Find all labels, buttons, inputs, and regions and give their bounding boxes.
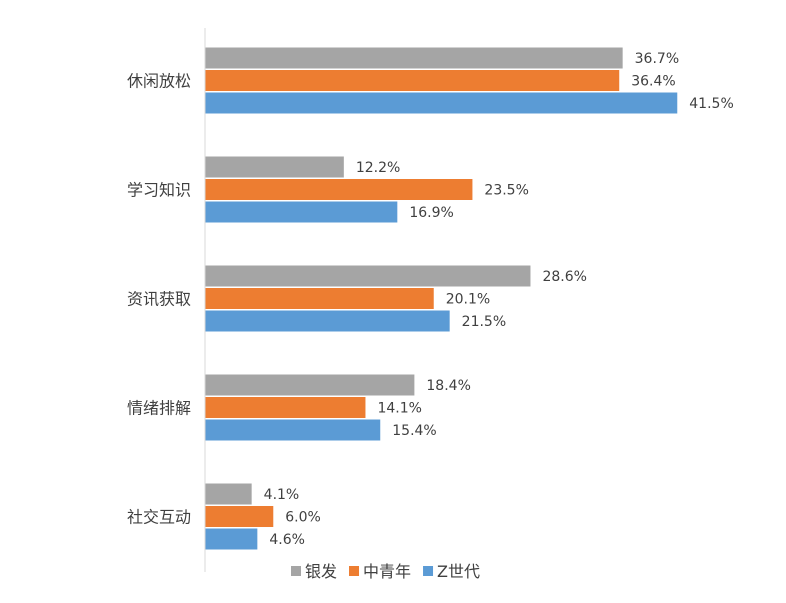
legend-swatch (349, 566, 360, 576)
bar (205, 70, 620, 91)
data-label: 14.1% (377, 401, 421, 417)
bar (205, 397, 366, 418)
legend-swatch (423, 566, 434, 576)
legend: 银发 中青年 Z世代 (291, 562, 480, 581)
category-label: 情绪排解 (127, 398, 191, 417)
data-label: 36.7% (635, 51, 679, 67)
data-label: 16.9% (409, 205, 453, 221)
bar (205, 374, 415, 396)
data-label: 21.5% (462, 314, 506, 330)
bar (205, 483, 252, 505)
category-label: 社交互动 (127, 507, 191, 526)
data-label: 23.5% (484, 183, 528, 199)
category-label: 休闲放松 (127, 71, 191, 90)
bar (205, 179, 473, 200)
legend-swatch (291, 566, 301, 576)
bar (205, 506, 274, 527)
bar (205, 92, 678, 114)
data-label: 6.0% (285, 510, 321, 526)
legend-label: Z世代 (437, 562, 480, 581)
legend-label: 中青年 (363, 562, 411, 581)
bar (205, 156, 344, 178)
bar (205, 47, 623, 69)
category-label: 资讯获取 (127, 289, 191, 308)
bar (205, 201, 398, 223)
data-label: 4.6% (269, 532, 305, 548)
category-label: 学习知识 (127, 180, 191, 199)
data-label: 12.2% (356, 160, 400, 176)
data-label: 28.6% (542, 269, 586, 285)
data-label: 15.4% (392, 423, 436, 439)
bar (205, 265, 531, 287)
data-label: 36.4% (631, 74, 675, 90)
bar (205, 419, 381, 441)
data-label: 4.1% (264, 487, 300, 503)
legend-label: 银发 (305, 562, 337, 581)
data-label: 41.5% (689, 96, 733, 112)
bars-layer (205, 47, 678, 550)
data-labels-layer: 36.7% 36.4% 41.5% 12.2% 23.5% 16.9% 28.6% 20.1%… (264, 51, 734, 548)
bar (205, 528, 258, 550)
data-label: 20.1% (446, 292, 490, 308)
data-label: 18.4% (426, 378, 470, 394)
bar (205, 310, 450, 332)
bar (205, 288, 434, 309)
